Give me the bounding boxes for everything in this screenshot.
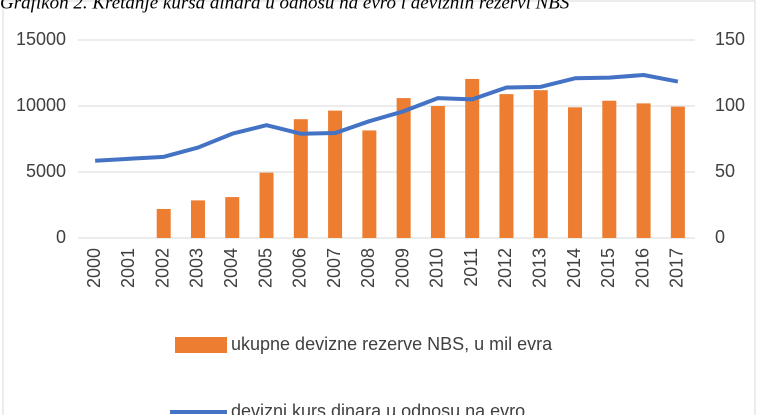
bar bbox=[190, 200, 205, 238]
line bbox=[95, 72, 679, 163]
x-tick-label: 2000 bbox=[84, 248, 104, 288]
legend-swatch bbox=[175, 337, 227, 353]
bar bbox=[568, 107, 583, 238]
x-tick-label: 2005 bbox=[255, 248, 275, 288]
x-tick-label: 2012 bbox=[495, 248, 515, 288]
x-tick-label: 2008 bbox=[358, 248, 378, 288]
x-tick-label: 2017 bbox=[667, 248, 687, 288]
x-tick-label: 2009 bbox=[392, 248, 412, 288]
x-tick-label: 2010 bbox=[427, 248, 447, 288]
bar bbox=[156, 208, 171, 238]
bar bbox=[362, 130, 377, 238]
x-tick-label: 2002 bbox=[152, 248, 172, 288]
bar bbox=[293, 119, 308, 238]
x-tick-label: 2016 bbox=[632, 248, 652, 288]
y2-tick-label: 0 bbox=[715, 227, 725, 247]
x-tick-label: 2014 bbox=[564, 248, 584, 288]
x-tick-label: 2001 bbox=[118, 248, 138, 288]
y2-tick-label: 50 bbox=[715, 161, 735, 181]
bar bbox=[636, 103, 651, 238]
x-tick-label: 2015 bbox=[598, 248, 618, 288]
x-tick-label: 2003 bbox=[187, 248, 207, 288]
chart-title: Grafikon 2. Kretanje kursa dinara u odno… bbox=[0, 0, 570, 13]
y-tick-label: 15000 bbox=[16, 29, 66, 49]
y-tick-label: 10000 bbox=[16, 95, 66, 115]
x-tick-label: 2011 bbox=[461, 248, 481, 287]
bar bbox=[430, 106, 445, 238]
bar bbox=[465, 78, 480, 238]
bar bbox=[396, 98, 411, 238]
bar bbox=[533, 90, 548, 238]
y-tick-label: 0 bbox=[56, 227, 66, 247]
bar bbox=[225, 197, 240, 238]
y2-tick-label: 100 bbox=[715, 95, 745, 115]
y2-tick-label: 150 bbox=[715, 29, 745, 49]
y-tick-label: 5000 bbox=[26, 161, 66, 181]
legend-label: devizni kurs dinara u odnosu na evro bbox=[231, 401, 525, 415]
bar bbox=[670, 106, 685, 238]
legend-label: ukupne devizne rezerve NBS, u mil evra bbox=[231, 334, 553, 354]
x-tick-label: 2004 bbox=[221, 248, 241, 288]
bar bbox=[602, 100, 617, 238]
x-tick-label: 2006 bbox=[290, 248, 310, 288]
bar bbox=[259, 172, 274, 238]
x-tick-label: 2007 bbox=[324, 248, 344, 288]
bar bbox=[499, 94, 514, 239]
x-tick-label: 2013 bbox=[530, 248, 550, 288]
bar bbox=[328, 110, 343, 238]
